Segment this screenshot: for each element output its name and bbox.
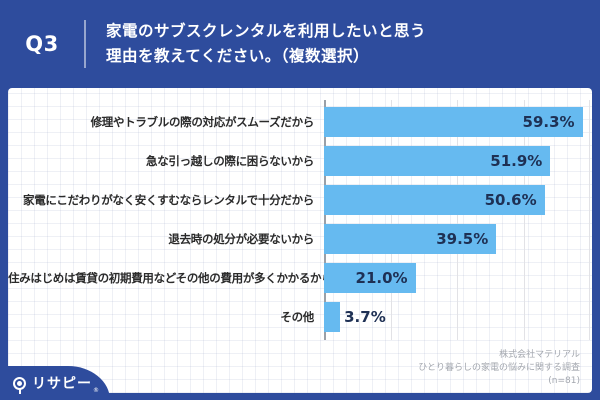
bar-track: 3.7% xyxy=(324,301,590,332)
category-label: 家電にこだわりがなく安くすむならレンタルで十分だから xyxy=(23,192,314,207)
bar-track: 21.0% xyxy=(324,262,590,293)
bar xyxy=(324,145,551,176)
gridline xyxy=(390,100,392,340)
pin-icon xyxy=(13,376,26,394)
value-label: 3.7% xyxy=(344,307,386,326)
chart-panel: 修理やトラブルの際の対応がスムーズだから 59.3% 急な引っ越しの際に困らないから… xyxy=(8,88,592,393)
bar-row: 住みはじめは賃貸の初期費用などその他の費用が多くかかるから 21.0% xyxy=(8,258,590,297)
question-number: Q3 xyxy=(25,32,59,56)
bar xyxy=(324,301,341,332)
category-label: 修理やトラブルの際の対応がスムーズだから xyxy=(90,114,315,129)
value-label: 39.5% xyxy=(436,229,489,248)
bar-track: 50.6% xyxy=(324,184,590,215)
bar-track: 59.3% xyxy=(324,106,590,137)
value-label: 59.3% xyxy=(522,112,575,131)
gridline xyxy=(457,100,458,340)
bar-row: 退去時の処分が必要ないから 39.5% xyxy=(8,219,590,258)
category-label: その他 xyxy=(280,309,314,324)
registered-mark: ® xyxy=(93,387,99,394)
value-label: 50.6% xyxy=(484,190,537,209)
value-label: 21.0% xyxy=(355,268,408,287)
category-label: 退去時の処分が必要ないから xyxy=(168,231,314,246)
bar-row: 修理やトラブルの際の対応がスムーズだから 59.3% xyxy=(8,102,590,141)
gridline xyxy=(589,100,590,340)
credit-sample-size: (n=81) xyxy=(548,376,580,386)
category-label: 急な引っ越しの際に困らないから xyxy=(146,153,314,168)
bar-row: 家電にこだわりがなく安くすむならレンタルで十分だから 50.6% xyxy=(8,180,590,219)
chart-title-line2: 理由を教えてください。（複数選択） xyxy=(106,47,370,65)
bar-row: 急な引っ越しの際に困らないから 51.9% xyxy=(8,141,590,180)
bar xyxy=(324,262,416,293)
header: Q3 家電のサブスクレンタルを利用したいと思う 理由を教えてください。（複数選択… xyxy=(0,0,600,88)
credit-company: 株式会社マテリアル xyxy=(499,350,580,360)
chart-title-line1: 家電のサブスクレンタルを利用したいと思う xyxy=(106,22,427,40)
bar-track: 39.5% xyxy=(324,223,590,254)
plot-area xyxy=(324,100,590,340)
bar xyxy=(324,223,497,254)
gridline xyxy=(523,100,525,340)
category-label: 住みはじめは賃貸の初期費用などその他の費用が多くかかるから xyxy=(8,270,333,285)
bar xyxy=(324,106,583,137)
y-axis-line xyxy=(324,100,326,340)
source-credits: 株式会社マテリアル ひとり暮らしの家電の悩みに関する調査 (n=81) xyxy=(418,349,580,388)
bar-row: その他 3.7% xyxy=(8,297,590,336)
bar xyxy=(324,184,545,215)
credit-survey-title: ひとり暮らしの家電の悩みに関する調査 xyxy=(418,363,580,373)
chart-title: 家電のサブスクレンタルを利用したいと思う 理由を教えてください。（複数選択） xyxy=(106,19,426,69)
bar-rows: 修理やトラブルの際の対応がスムーズだから 59.3% 急な引っ越しの際に困らないから… xyxy=(8,102,590,336)
brand-logo-text: リサピー xyxy=(32,376,92,392)
header-divider xyxy=(84,20,86,68)
bar-track: 51.9% xyxy=(324,145,590,176)
brand-logo: リサピー ® xyxy=(0,366,110,400)
value-label: 51.9% xyxy=(490,151,543,170)
